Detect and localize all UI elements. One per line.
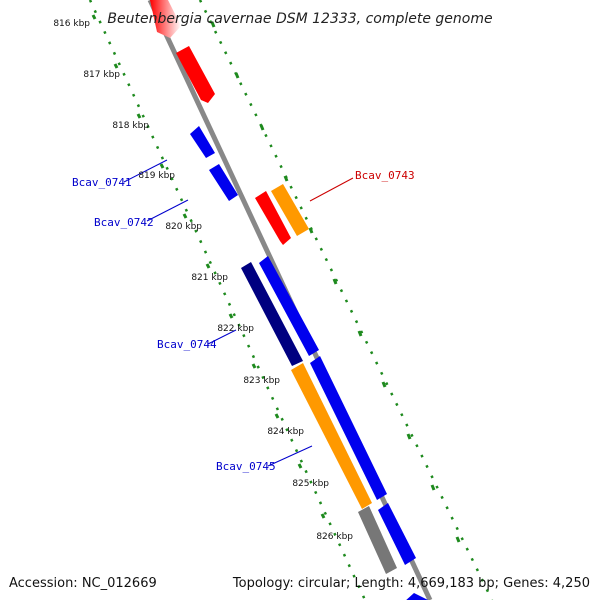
tick-label: 824 kbp — [267, 427, 304, 437]
tick-label: 821 kbp — [191, 273, 228, 283]
gene-blue-bottom[interactable] — [404, 593, 428, 600]
gene-blue-823[interactable] — [310, 356, 387, 500]
gene-bcav-0744[interactable] — [241, 262, 303, 366]
gene-bcav-0741[interactable] — [190, 126, 215, 158]
gene-bcav-0743[interactable] — [271, 184, 309, 236]
leader-bcav-0743 — [309, 177, 354, 202]
tick-label: 817 kbp — [83, 70, 120, 80]
right-ruler — [198, 0, 494, 600]
tick-label: 822 kbp — [217, 324, 254, 334]
tick-label: 826 kbp — [316, 532, 353, 542]
right-tick-marks — [210, 21, 461, 543]
gene-label-bcav-0743[interactable]: Bcav_0743 — [355, 169, 415, 182]
tick-label: 825 kbp — [292, 479, 329, 489]
leader-bcav-0742 — [146, 199, 189, 222]
gene-blue-821[interactable] — [259, 256, 319, 356]
gene-bcav-0742[interactable] — [209, 164, 238, 201]
tick-label: 819 kbp — [138, 171, 175, 181]
tick-label: 820 kbp — [165, 222, 202, 232]
accession-text: Accession: NC_012669 — [9, 576, 157, 591]
gene-label-bcav-0744[interactable]: Bcav_0744 — [157, 338, 217, 351]
gene-red-817[interactable] — [176, 46, 215, 103]
gene-blue-826[interactable] — [378, 503, 416, 565]
tick-label: 818 kbp — [112, 121, 149, 131]
gene-red-820[interactable] — [255, 191, 291, 245]
leader-bcav-0745 — [267, 445, 313, 467]
tick-label: 823 kbp — [243, 376, 280, 386]
tick-label: 816 kbp — [53, 19, 90, 29]
gene-label-bcav-0742[interactable]: Bcav_0742 — [94, 216, 154, 229]
gene-label-bcav-0741[interactable]: Bcav_0741 — [72, 176, 132, 189]
gene-top-red-faded[interactable] — [150, 0, 181, 38]
genome-summary-text: Topology: circular; Length: 4,669,183 bp… — [232, 576, 590, 591]
left-tick-marks — [91, 14, 326, 519]
leader-bcav-0741 — [123, 159, 168, 183]
tick-labels: 816 kbp 817 kbp 818 kbp 819 kbp 820 kbp … — [53, 19, 353, 542]
map-title: Beutenbergia cavernae DSM 12333, complet… — [107, 11, 492, 27]
gene-gray-826[interactable] — [358, 506, 397, 574]
leader-bcav-0744 — [207, 329, 237, 345]
gene-bcav-0745[interactable] — [291, 363, 372, 509]
left-ruler — [88, 0, 367, 600]
gene-label-bcav-0745[interactable]: Bcav_0745 — [216, 460, 276, 473]
